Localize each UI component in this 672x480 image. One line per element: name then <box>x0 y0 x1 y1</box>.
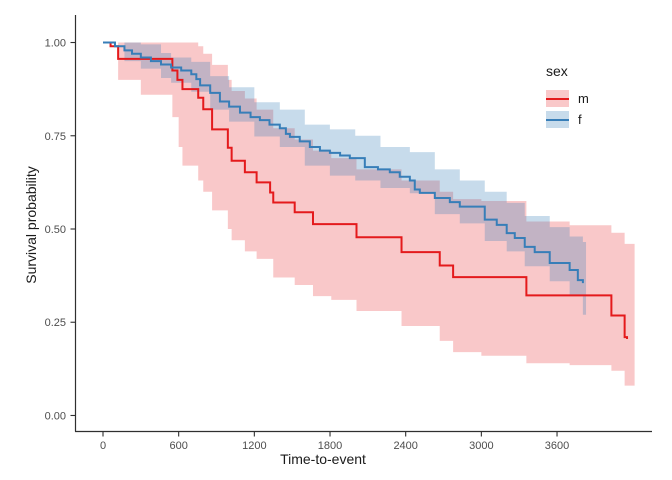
x-tick-label: 1800 <box>318 440 342 452</box>
legend-key-m-icon <box>546 90 569 107</box>
y-tick-label: 0.00 <box>45 410 66 422</box>
legend-key-f-icon <box>546 111 569 128</box>
legend-key-f-line <box>546 118 569 121</box>
x-tick-label: 2400 <box>393 440 417 452</box>
legend-item-m: m <box>546 88 589 109</box>
legend: sex m f <box>546 63 589 130</box>
x-tick-label: 600 <box>169 440 187 452</box>
y-tick-label: 0.75 <box>45 131 66 143</box>
legend-title: sex <box>546 63 568 79</box>
km-curve-f <box>103 41 584 284</box>
y-tick-label: 0.50 <box>45 224 66 236</box>
legend-label-f: f <box>578 112 582 127</box>
legend-item-f: f <box>546 109 589 130</box>
legend-label-m: m <box>578 91 589 106</box>
y-axis-title: Survival probability <box>23 166 39 284</box>
x-axis-title: Time-to-event <box>280 451 366 467</box>
legend-key-m-line <box>546 97 569 100</box>
x-tick-label: 3000 <box>469 440 493 452</box>
y-tick-label: 0.25 <box>45 317 66 329</box>
x-tick-label: 0 <box>100 440 106 452</box>
km-curve-m <box>103 41 629 340</box>
x-tick-label: 1200 <box>242 440 266 452</box>
y-tick-label: 1.00 <box>45 38 66 50</box>
x-tick-label: 3600 <box>545 440 569 452</box>
ci-band-m <box>103 42 635 386</box>
